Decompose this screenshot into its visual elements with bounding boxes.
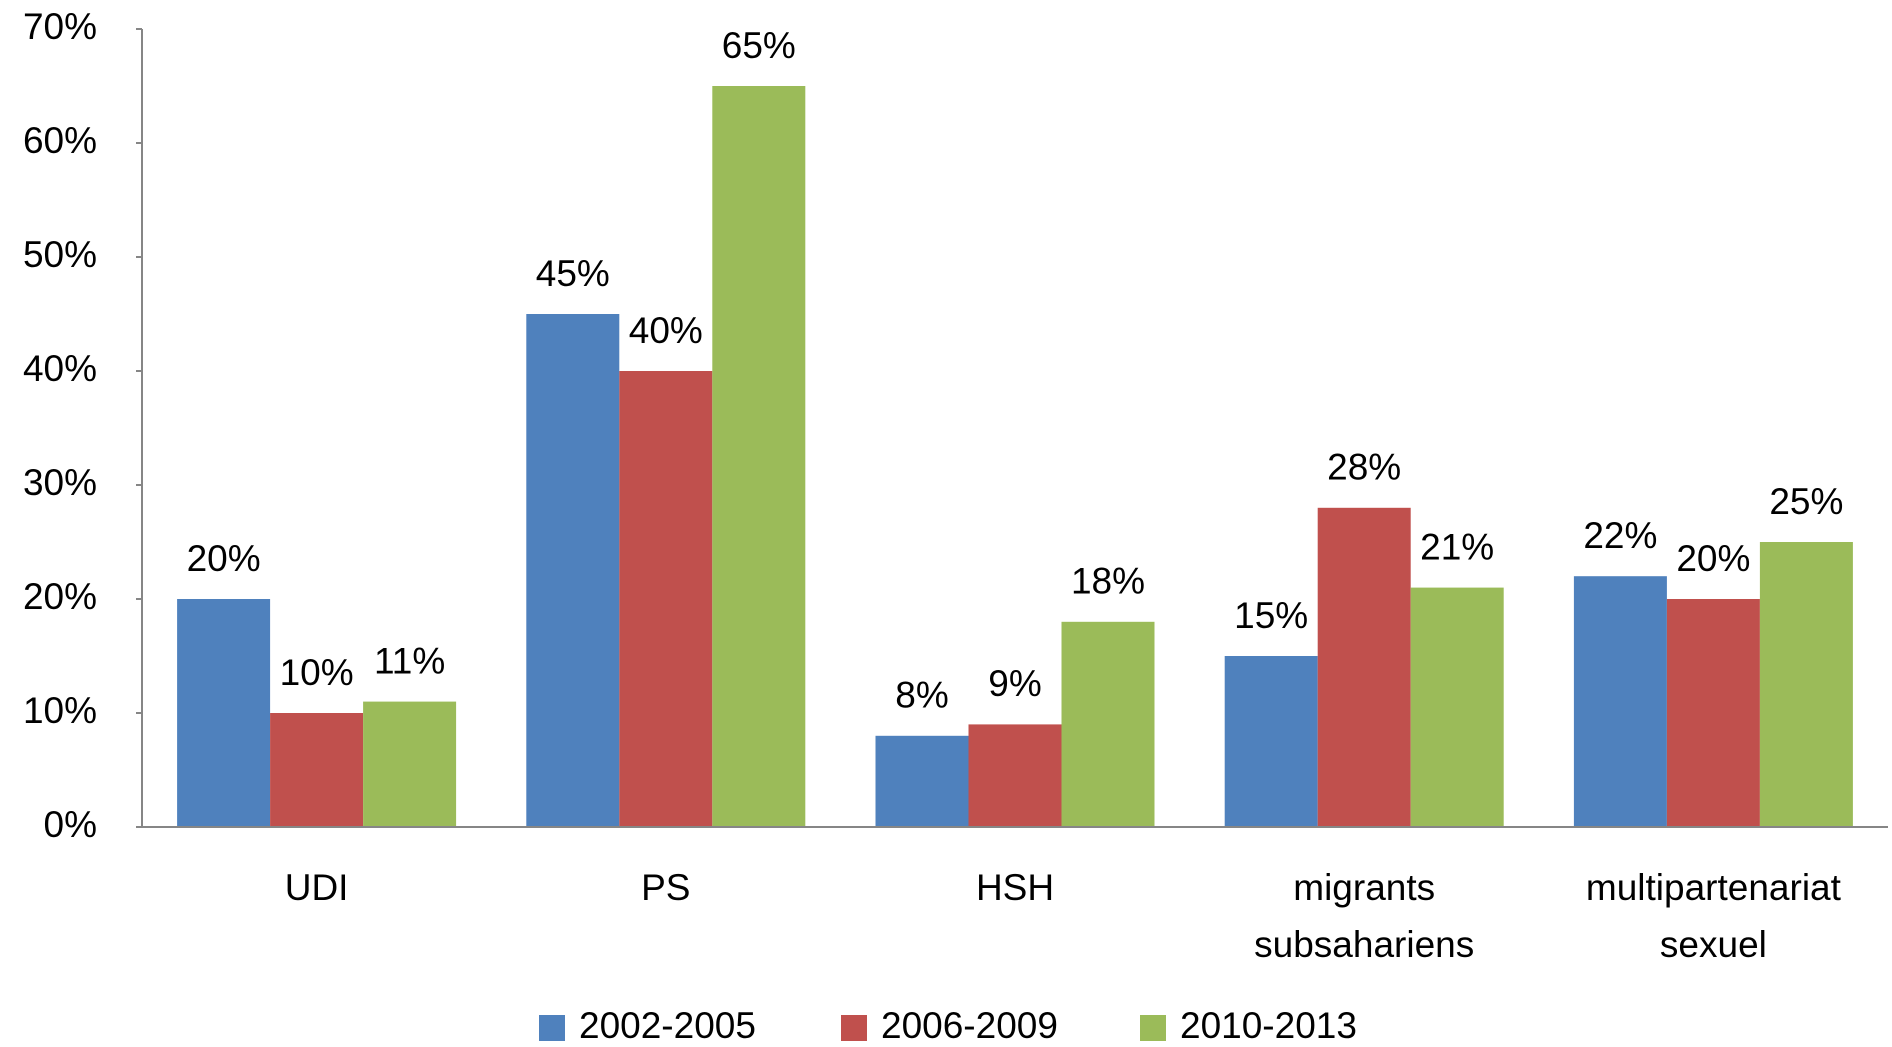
y-tick-label: 30% [23, 462, 97, 503]
bar [1061, 621, 1155, 827]
y-tick-label: 60% [23, 120, 97, 161]
data-label: 9% [988, 663, 1041, 704]
bar [712, 86, 806, 827]
data-label: 11% [374, 640, 445, 681]
legend-label: 2006-2009 [881, 1005, 1058, 1046]
data-label: 22% [1583, 515, 1657, 556]
bar [270, 713, 364, 827]
data-label: 25% [1769, 481, 1843, 522]
x-tick-label: multipartenariat sexuel [1586, 867, 1842, 965]
bar [968, 724, 1062, 827]
legend-label: 2010-2013 [1180, 1005, 1357, 1046]
legend-swatch [841, 1015, 867, 1041]
bar [1317, 507, 1411, 827]
bar [875, 735, 969, 827]
data-label: 10% [280, 652, 354, 693]
x-tick-label: migrants subsahariens [1254, 867, 1474, 965]
legend-swatch [539, 1015, 565, 1041]
bar [1666, 599, 1760, 827]
y-tick-label: 20% [23, 576, 97, 617]
bar [1410, 587, 1504, 827]
data-label: 40% [629, 310, 703, 351]
y-tick-label: 0% [44, 804, 97, 845]
bar [1573, 576, 1667, 827]
x-tick-label: UDI [285, 867, 349, 908]
bar [1224, 656, 1318, 827]
data-label: 28% [1327, 447, 1401, 488]
data-label: 8% [895, 675, 948, 716]
x-tick-label: PS [641, 867, 690, 908]
bar [363, 701, 457, 827]
data-label: 65% [722, 25, 796, 66]
y-tick-label: 50% [23, 234, 97, 275]
y-tick-label: 70% [23, 6, 97, 47]
y-tick-label: 10% [23, 690, 97, 731]
x-tick-label: HSH [976, 867, 1054, 908]
data-label: 45% [536, 253, 610, 294]
bar [1759, 542, 1853, 827]
y-tick-label: 40% [23, 348, 97, 389]
legend-swatch [1140, 1015, 1166, 1041]
data-label: 21% [1420, 526, 1494, 567]
legend-label: 2002-2005 [579, 1005, 756, 1046]
data-label: 20% [187, 538, 261, 579]
data-label: 15% [1234, 595, 1308, 636]
data-label: 20% [1676, 538, 1750, 579]
bar [177, 599, 271, 827]
data-label: 18% [1071, 561, 1145, 602]
bar [526, 314, 620, 827]
bar [619, 371, 713, 827]
